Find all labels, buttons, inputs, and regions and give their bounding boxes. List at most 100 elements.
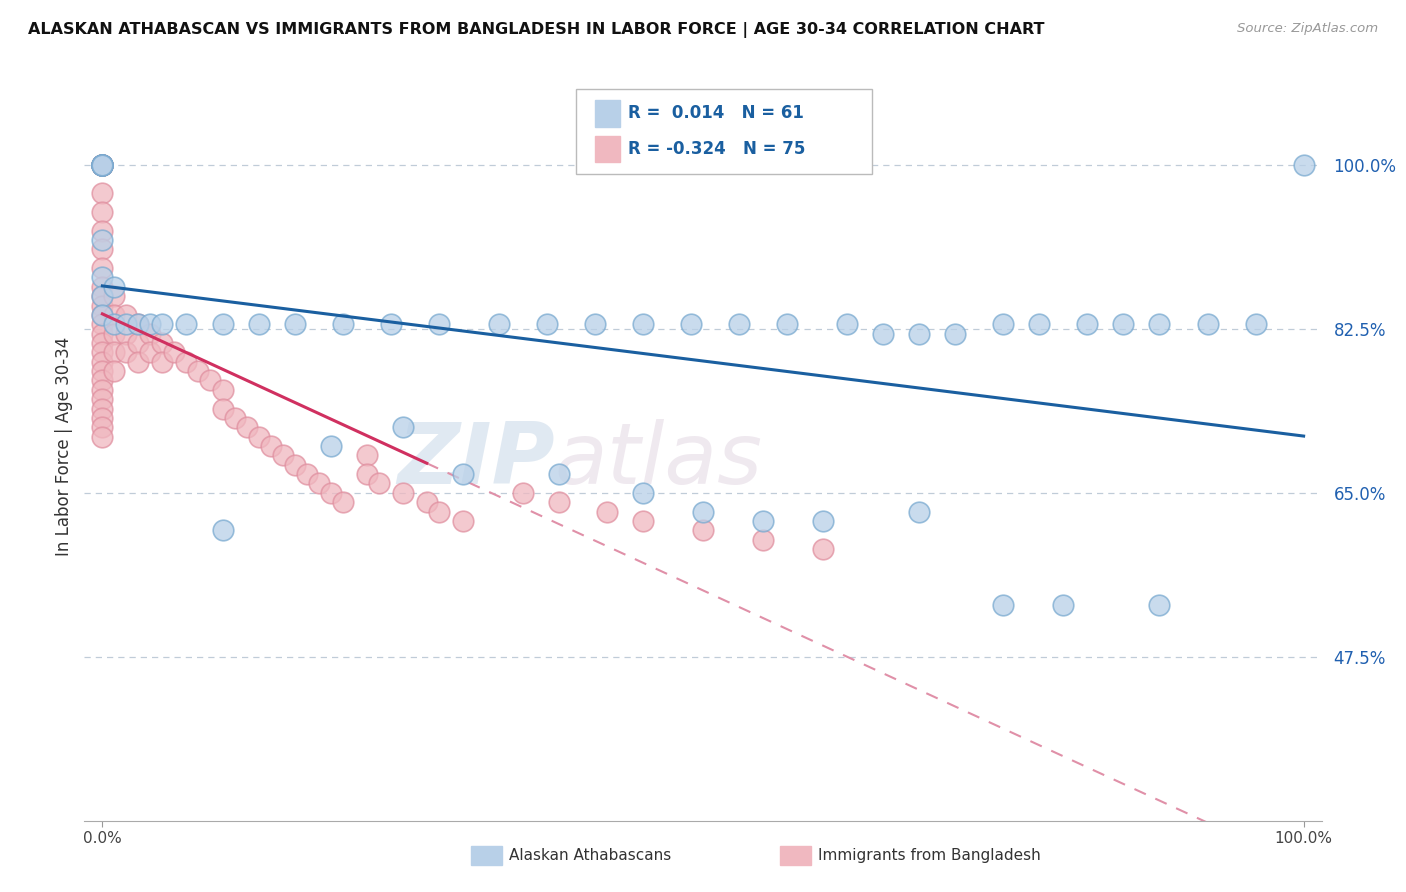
Point [91,233,114,247]
Point [103,308,125,322]
Point [91,158,114,172]
Point [91,158,114,172]
Point [91,205,114,219]
Point [1076,318,1098,332]
Point [811,542,834,557]
Point [488,318,510,332]
Text: Alaskan Athabascans: Alaskan Athabascans [509,848,671,863]
Point [451,514,474,528]
Point [356,449,378,463]
Point [451,467,474,482]
Point [391,486,413,500]
Point [103,345,125,359]
Point [115,326,138,341]
Point [211,318,233,332]
Text: R =  0.014   N = 61: R = 0.014 N = 61 [628,104,804,122]
Point [1197,318,1219,332]
Text: atlas: atlas [554,419,762,502]
Point [91,318,114,332]
Point [91,401,114,416]
Point [332,495,354,509]
Point [380,318,402,332]
Point [152,355,174,369]
Point [91,345,114,359]
Point [91,158,114,172]
Point [103,318,125,332]
Point [91,158,114,172]
Point [993,599,1015,613]
Point [631,486,654,500]
Point [295,467,318,482]
Point [91,420,114,434]
Point [91,299,114,313]
Y-axis label: In Labor Force | Age 30-34: In Labor Force | Age 30-34 [55,336,73,556]
Point [224,411,246,425]
Point [908,505,931,519]
Point [91,383,114,397]
Point [512,486,534,500]
Point [91,392,114,407]
Point [284,318,307,332]
Point [1292,158,1315,172]
Point [127,318,149,332]
Point [115,308,138,322]
Point [91,308,114,322]
Point [547,467,569,482]
Point [692,524,714,538]
Point [631,514,654,528]
Point [872,326,894,341]
Point [332,318,354,332]
Point [235,420,257,434]
Point [91,411,114,425]
Point [91,289,114,303]
Point [91,261,114,276]
Point [536,318,558,332]
Point [91,280,114,294]
Point [247,318,270,332]
Point [692,505,714,519]
Point [367,476,389,491]
Point [176,355,198,369]
Point [1149,599,1171,613]
Point [152,336,174,351]
Point [91,355,114,369]
Point [427,505,450,519]
Point [91,270,114,285]
Point [259,439,281,453]
Point [91,158,114,172]
Point [200,374,222,388]
Point [91,186,114,201]
Point [176,318,198,332]
Point [91,430,114,444]
Point [211,383,233,397]
Point [115,318,138,332]
Point [91,158,114,172]
Point [91,364,114,378]
Point [91,158,114,172]
Point [127,318,149,332]
Point [391,420,413,434]
Point [91,158,114,172]
Point [1028,318,1050,332]
Point [943,326,966,341]
Point [103,289,125,303]
Point [187,364,209,378]
Point [284,458,307,472]
Text: Source: ZipAtlas.com: Source: ZipAtlas.com [1237,22,1378,36]
Point [91,158,114,172]
Point [415,495,437,509]
Point [152,318,174,332]
Point [91,158,114,172]
Point [319,439,342,453]
Point [752,533,775,547]
Point [91,158,114,172]
Point [631,318,654,332]
Point [91,243,114,257]
Point [993,318,1015,332]
Point [103,326,125,341]
Point [319,486,342,500]
Point [127,355,149,369]
Point [811,514,834,528]
Point [91,336,114,351]
Point [837,318,859,332]
